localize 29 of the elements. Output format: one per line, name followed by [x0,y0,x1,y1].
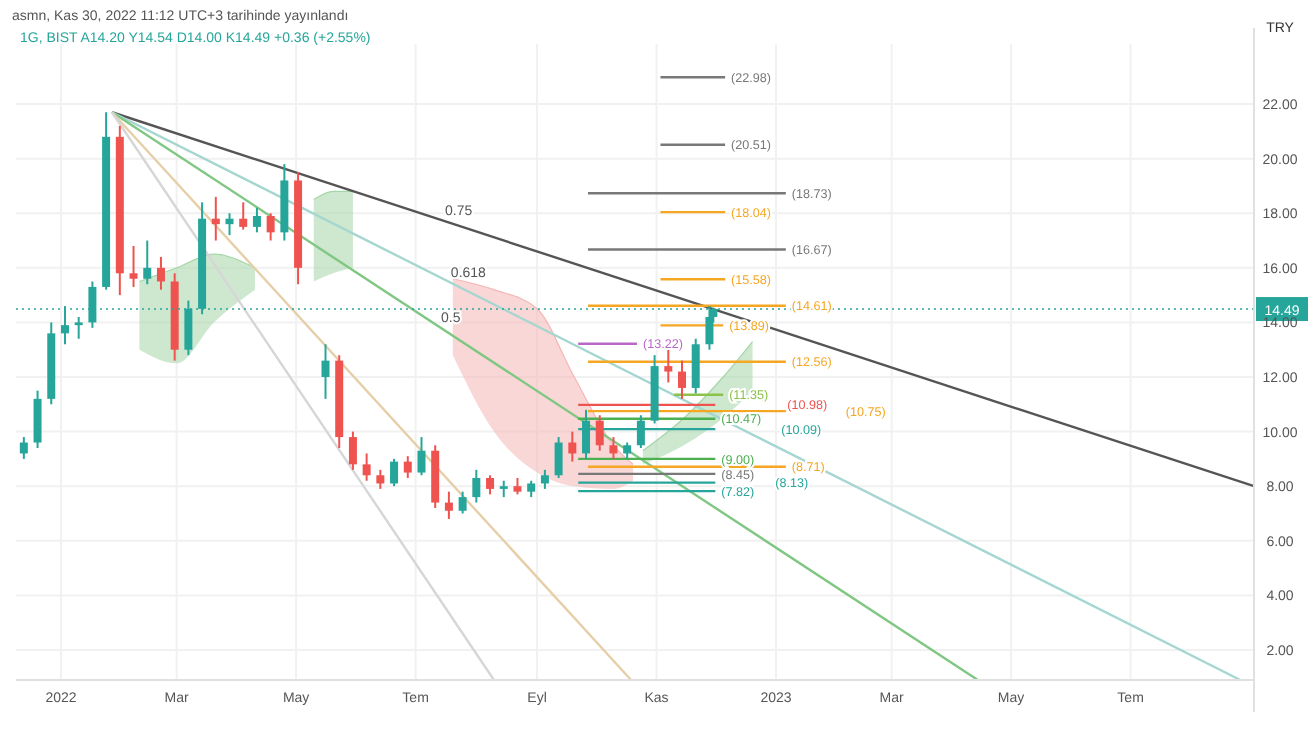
candlestick [554,436,563,480]
candlestick [486,474,495,496]
candlestick [266,212,275,242]
candlestick [321,343,330,400]
candlestick [19,436,28,460]
candlestick [252,206,261,234]
candlestick [417,436,426,477]
candlestick [609,436,618,460]
candlestick [568,430,577,463]
candlestick [156,255,165,291]
candlestick [444,490,453,520]
candlestick [33,389,42,449]
candlestick [362,452,371,482]
candlestick [74,315,83,340]
candlestick [458,490,467,515]
candlestick [239,201,248,231]
candlestick [348,430,357,471]
candlestick [143,239,152,286]
candlestick [472,468,481,504]
candlestick [678,359,687,400]
candlestick [129,244,138,288]
candlestick [376,468,385,490]
candlestick [595,414,604,452]
candlestick [211,195,220,242]
candlestick [403,455,412,480]
candlestick [691,337,700,395]
candlestick [540,468,549,490]
candlestick [225,212,234,237]
candlestick [390,457,399,488]
